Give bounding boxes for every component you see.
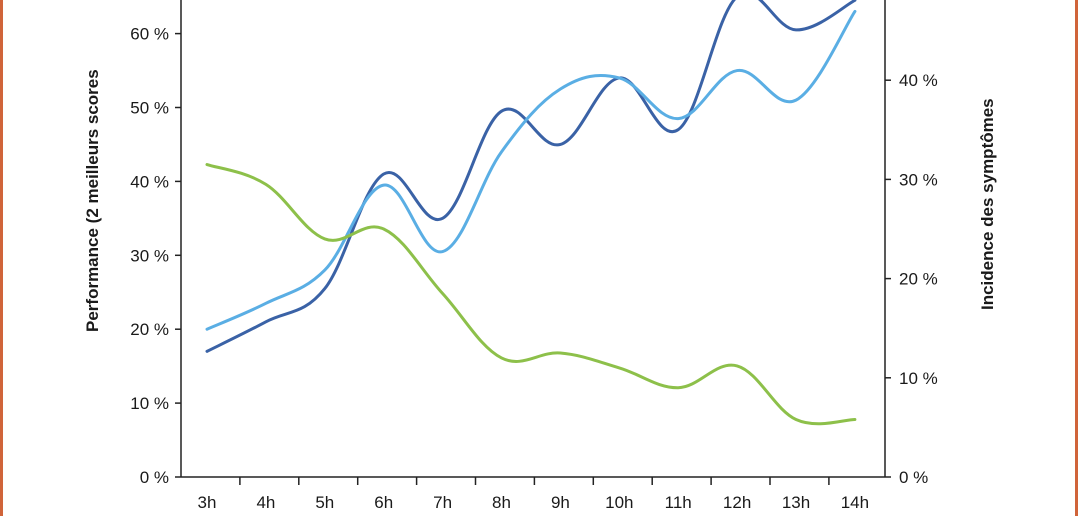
left-tick-label: 60 %	[130, 25, 169, 44]
x-tick-label: 5h	[315, 493, 334, 512]
series-group	[205, 0, 857, 426]
x-tick-label: 14h	[841, 493, 869, 512]
left-tick-label: 30 %	[130, 246, 169, 265]
performance-dark-blue-series-line	[205, 0, 857, 353]
left-tick-label: 0 %	[140, 468, 169, 487]
axes-group: 0 % 10 % 20 % 30 % 40 % 50 % 60 % 0 % 10 % 20 % 30…	[130, 0, 938, 512]
right-tick-label: 40 %	[899, 71, 938, 90]
frame-right-border	[1075, 0, 1078, 516]
right-tick-label: 30 %	[899, 170, 938, 189]
left-tick-label: 20 %	[130, 320, 169, 339]
left-axis-title: Performance (2 meilleurs scores	[83, 69, 102, 332]
x-tick-label: 3h	[198, 493, 217, 512]
right-tick-label: 20 %	[899, 270, 938, 289]
performance-light-blue-series-line	[205, 9, 857, 331]
x-tick-label: 12h	[723, 493, 751, 512]
left-tick-label: 40 %	[130, 172, 169, 191]
x-tick-label: 4h	[256, 493, 275, 512]
left-tick-label: 10 %	[130, 394, 169, 413]
x-tick-label: 9h	[551, 493, 570, 512]
symptoms-green-series-line	[205, 163, 857, 426]
x-tick-label: 11h	[665, 493, 692, 512]
x-tick-label: 13h	[782, 493, 810, 512]
x-tick-label: 6h	[374, 493, 393, 512]
x-tick-label: 7h	[433, 493, 452, 512]
frame-left-border	[0, 0, 3, 516]
left-tick-label: 50 %	[130, 99, 169, 118]
x-tick-label: 8h	[492, 493, 511, 512]
right-axis-title: Incidence des symptômes	[978, 98, 997, 310]
x-tick-label: 10h	[605, 493, 633, 512]
right-tick-label: 0 %	[899, 468, 928, 487]
right-tick-label: 10 %	[899, 369, 938, 388]
